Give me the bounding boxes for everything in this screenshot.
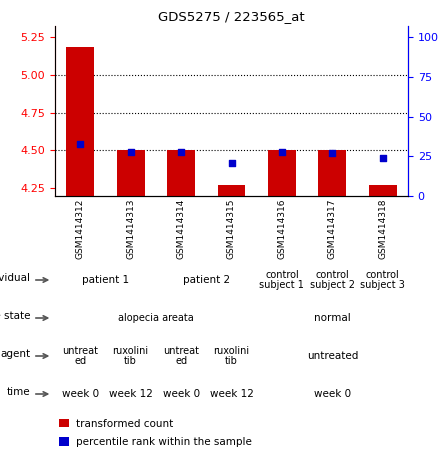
- Text: ruxolini
tib: ruxolini tib: [113, 346, 149, 366]
- Bar: [66, 47, 94, 196]
- Text: GSM1414317: GSM1414317: [328, 198, 337, 259]
- Text: control
subject 3: control subject 3: [360, 270, 405, 290]
- Text: percentile rank within the sample: percentile rank within the sample: [76, 437, 252, 447]
- Point: [279, 148, 286, 155]
- Text: GSM1414313: GSM1414313: [126, 198, 135, 259]
- Bar: [318, 150, 346, 196]
- Text: patient 2: patient 2: [183, 275, 230, 285]
- Point: [177, 148, 184, 155]
- Text: untreated: untreated: [307, 351, 358, 361]
- Title: GDS5275 / 223565_at: GDS5275 / 223565_at: [158, 10, 305, 24]
- Text: individual: individual: [0, 273, 30, 283]
- Text: GSM1414318: GSM1414318: [378, 198, 387, 259]
- Text: alopecia areata: alopecia areata: [118, 313, 194, 323]
- Point: [329, 149, 336, 157]
- Point: [228, 159, 235, 166]
- Text: time: time: [7, 387, 30, 397]
- Text: disease state: disease state: [0, 311, 30, 321]
- Text: GSM1414316: GSM1414316: [277, 198, 286, 259]
- Text: GSM1414315: GSM1414315: [227, 198, 236, 259]
- Bar: [59, 419, 69, 428]
- Text: GSM1414312: GSM1414312: [76, 198, 85, 259]
- Text: week 0: week 0: [162, 389, 200, 399]
- Bar: [59, 437, 69, 446]
- Text: week 12: week 12: [109, 389, 152, 399]
- Text: transformed count: transformed count: [76, 419, 173, 429]
- Text: ruxolini
tib: ruxolini tib: [213, 346, 250, 366]
- Text: GSM1414314: GSM1414314: [177, 198, 186, 259]
- Text: patient 1: patient 1: [82, 275, 129, 285]
- Bar: [369, 185, 397, 196]
- Bar: [218, 185, 245, 196]
- Text: week 0: week 0: [62, 389, 99, 399]
- Text: control
subject 1: control subject 1: [259, 270, 304, 290]
- Text: untreat
ed: untreat ed: [62, 346, 98, 366]
- Bar: [268, 150, 296, 196]
- Point: [77, 140, 84, 147]
- Text: untreat
ed: untreat ed: [163, 346, 199, 366]
- Bar: [167, 150, 195, 196]
- Text: agent: agent: [0, 349, 30, 359]
- Text: week 12: week 12: [209, 389, 254, 399]
- Text: week 0: week 0: [314, 389, 351, 399]
- Text: normal: normal: [314, 313, 351, 323]
- Point: [379, 154, 386, 161]
- Bar: [117, 150, 145, 196]
- Point: [127, 148, 134, 155]
- Text: control
subject 2: control subject 2: [310, 270, 355, 290]
